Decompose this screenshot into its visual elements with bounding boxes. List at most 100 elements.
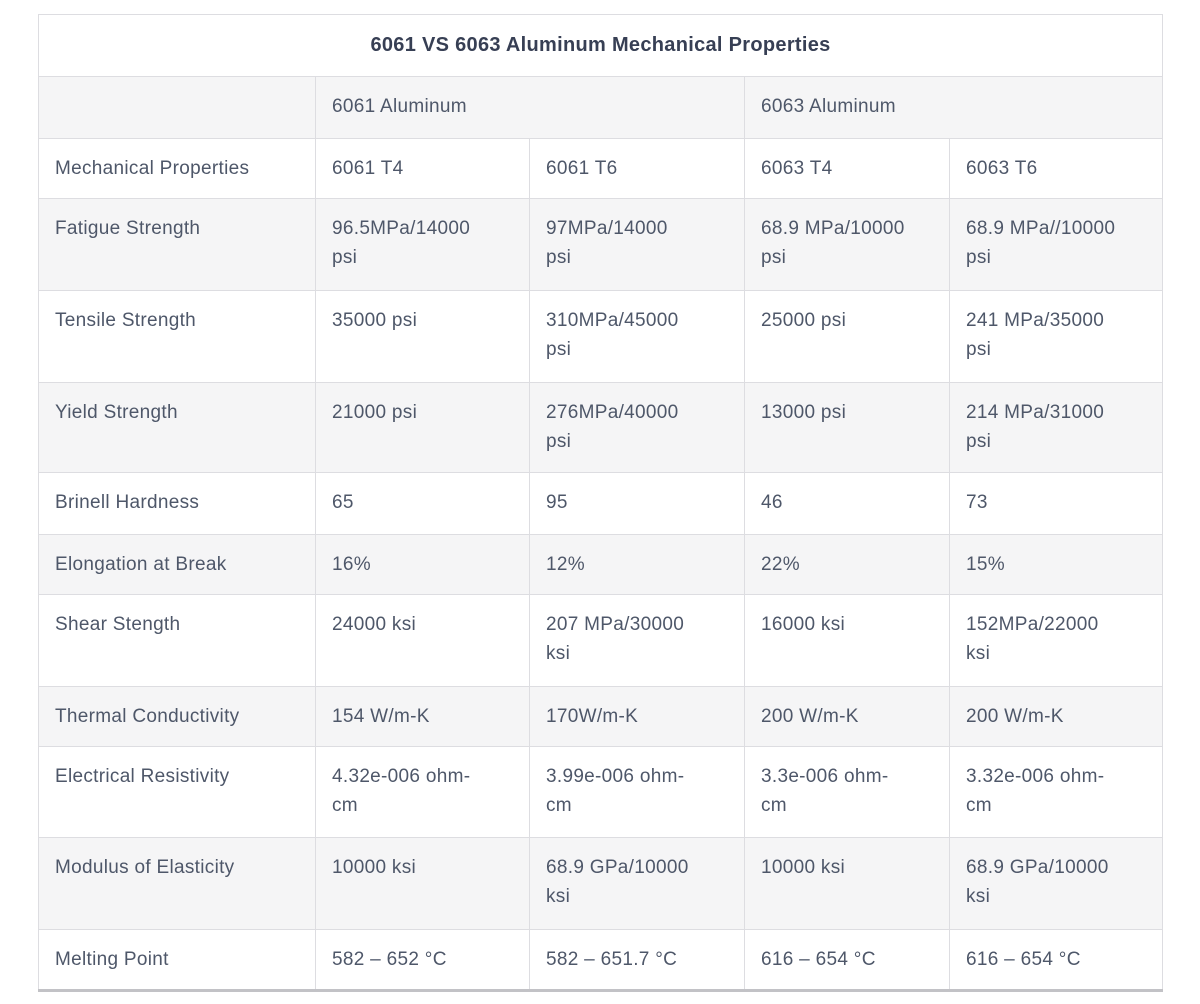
cell-value: 200 W/m-K	[948, 686, 1164, 747]
cell-value: 22%	[744, 534, 950, 595]
table-row-shear-stength: Shear Stength 24000 ksi 207 MPa/30000 ks…	[38, 594, 1164, 687]
cell-value: 3.32e-006 ohm-cm	[948, 746, 1164, 838]
cell-text: 3.32e-006 ohm-cm	[966, 766, 1105, 816]
row-label: Modulus of Elasticity	[38, 837, 316, 930]
group-header-6063: 6063 Aluminum	[743, 76, 1164, 139]
table-row-fatigue-strength: Fatigue Strength 96.5MPa/14000 psi 97MPa…	[38, 198, 1164, 291]
column-header-row: Mechanical Properties 6061 T4 6061 T6 60…	[38, 138, 1164, 199]
cell-text: 10000 ksi	[332, 857, 417, 878]
cell-value: 68.9 GPa/10000 ksi	[529, 837, 745, 930]
cell-value: 170W/m-K	[529, 686, 745, 747]
aluminum-properties-table: 6061 VS 6063 Aluminum Mechanical Propert…	[37, 14, 1164, 992]
cell-value: 4.32e-006 ohm-cm	[315, 746, 530, 838]
cell-value: 97MPa/14000 psi	[529, 198, 745, 291]
cell-value: 207 MPa/30000 ksi	[529, 594, 745, 687]
cell-value: 241 MPa/35000 psi	[948, 290, 1164, 383]
row-label: Brinell Hardness	[38, 472, 316, 535]
cell-value: 10000 ksi	[315, 837, 530, 930]
cell-text: 68.9 GPa/10000 ksi	[966, 857, 1109, 907]
cell-text: 65	[332, 492, 354, 513]
row-label: Tensile Strength	[38, 290, 316, 383]
cell-text: 15%	[966, 554, 1005, 575]
cell-value: 3.3e-006 ohm-cm	[744, 746, 950, 838]
cell-value: 12%	[529, 534, 745, 595]
table-row-thermal-conductivity: Thermal Conductivity 154 W/m-K 170W/m-K …	[38, 686, 1164, 747]
row-label: Melting Point	[38, 929, 316, 991]
group-header-row: 6061 Aluminum 6063 Aluminum	[38, 76, 1164, 139]
table-row-tensile-strength: Tensile Strength 35000 psi 310MPa/45000 …	[38, 290, 1164, 383]
cell-text: 207 MPa/30000 ksi	[546, 614, 685, 664]
cell-text: 68.9 MPa/10000 psi	[761, 218, 905, 268]
cell-value: 73	[948, 472, 1164, 535]
cell-value: 24000 ksi	[315, 594, 530, 687]
cell-value: 65	[315, 472, 530, 535]
table-row-brinell-hardness: Brinell Hardness 65 95 46 73	[38, 472, 1164, 535]
cell-text: 310MPa/45000 psi	[546, 310, 679, 360]
cell-text: 241 MPa/35000 psi	[966, 310, 1105, 360]
cell-text: 73	[966, 492, 988, 513]
cell-text: 24000 ksi	[332, 614, 417, 635]
cell-value: 616 – 654 °C	[744, 929, 950, 991]
cell-value: 616 – 654 °C	[948, 929, 1164, 991]
table-row-melting-point: Melting Point 582 – 652 °C 582 – 651.7 °…	[38, 929, 1164, 991]
cell-value: 25000 psi	[744, 290, 950, 383]
cell-text: 96.5MPa/14000 psi	[332, 218, 471, 268]
cell-text: 3.3e-006 ohm-cm	[761, 766, 889, 816]
cell-value: 16000 ksi	[744, 594, 950, 687]
cell-value: 68.9 GPa/10000 ksi	[948, 837, 1164, 930]
cell-value: 95	[529, 472, 745, 535]
cell-value: 310MPa/45000 psi	[529, 290, 745, 383]
cell-value: 214 MPa/31000 psi	[948, 382, 1164, 473]
table-row-modulus-of-elasticity: Modulus of Elasticity 10000 ksi 68.9 GPa…	[38, 837, 1164, 930]
cell-text: 582 – 651.7 °C	[546, 949, 678, 970]
cell-text: 616 – 654 °C	[966, 949, 1081, 970]
cell-text: 4.32e-006 ohm-cm	[332, 766, 471, 816]
cell-value: 46	[744, 472, 950, 535]
cell-text: 68.9 GPa/10000 ksi	[546, 857, 689, 907]
cell-value: 21000 psi	[315, 382, 530, 473]
cell-value: 15%	[948, 534, 1164, 595]
cell-text: 200 W/m-K	[761, 706, 859, 727]
cell-value: 68.9 MPa/10000 psi	[744, 198, 950, 291]
table-title-row: 6061 VS 6063 Aluminum Mechanical Propert…	[37, 14, 1164, 77]
cell-text: 46	[761, 492, 783, 513]
cell-text: 170W/m-K	[546, 706, 639, 727]
aluminum-properties-table-container: 6061 VS 6063 Aluminum Mechanical Propert…	[37, 14, 1164, 992]
cell-text: 16000 ksi	[761, 614, 846, 635]
table-row-elongation-at-break: Elongation at Break 16% 12% 22% 15%	[38, 534, 1164, 595]
cell-text: 582 – 652 °C	[332, 949, 447, 970]
row-label: Elongation at Break	[38, 534, 316, 595]
table-row-electrical-resistivity: Electrical Resistivity 4.32e-006 ohm-cm …	[38, 746, 1164, 838]
cell-text: 3.99e-006 ohm-cm	[546, 766, 685, 816]
cell-value: 35000 psi	[315, 290, 530, 383]
cell-value: 10000 ksi	[744, 837, 950, 930]
cell-text: 16%	[332, 554, 371, 575]
cell-text: 214 MPa/31000 psi	[966, 402, 1105, 452]
table-row-yield-strength: Yield Strength 21000 psi 276MPa/40000 ps…	[38, 382, 1164, 473]
column-header-6063-t6: 6063 T6	[948, 138, 1164, 199]
cell-text: 276MPa/40000 psi	[546, 402, 679, 452]
cell-text: 35000 psi	[332, 310, 418, 331]
cell-text: 21000 psi	[332, 402, 418, 423]
cell-text: 152MPa/22000 ksi	[966, 614, 1099, 664]
cell-text: 12%	[546, 554, 585, 575]
cell-value: 68.9 MPa//10000 psi	[948, 198, 1164, 291]
cell-text: 200 W/m-K	[966, 706, 1064, 727]
row-label: Shear Stength	[38, 594, 316, 687]
cell-text: 10000 ksi	[761, 857, 846, 878]
column-header-6063-t4: 6063 T4	[744, 138, 950, 199]
group-header-empty	[38, 76, 316, 139]
cell-text: 97MPa/14000 psi	[546, 218, 668, 268]
cell-text: 25000 psi	[761, 310, 847, 331]
row-label: Electrical Resistivity	[38, 746, 316, 838]
cell-value: 276MPa/40000 psi	[529, 382, 745, 473]
cell-value: 3.99e-006 ohm-cm	[529, 746, 745, 838]
cell-text: 616 – 654 °C	[761, 949, 876, 970]
table-title: 6061 VS 6063 Aluminum Mechanical Propert…	[37, 14, 1164, 77]
cell-text: 68.9 MPa//10000 psi	[966, 218, 1116, 268]
row-label: Fatigue Strength	[38, 198, 316, 291]
column-header-6061-t4: 6061 T4	[315, 138, 530, 199]
column-header-6061-t6: 6061 T6	[529, 138, 745, 199]
cell-text: 95	[546, 492, 568, 513]
cell-value: 582 – 651.7 °C	[529, 929, 745, 991]
